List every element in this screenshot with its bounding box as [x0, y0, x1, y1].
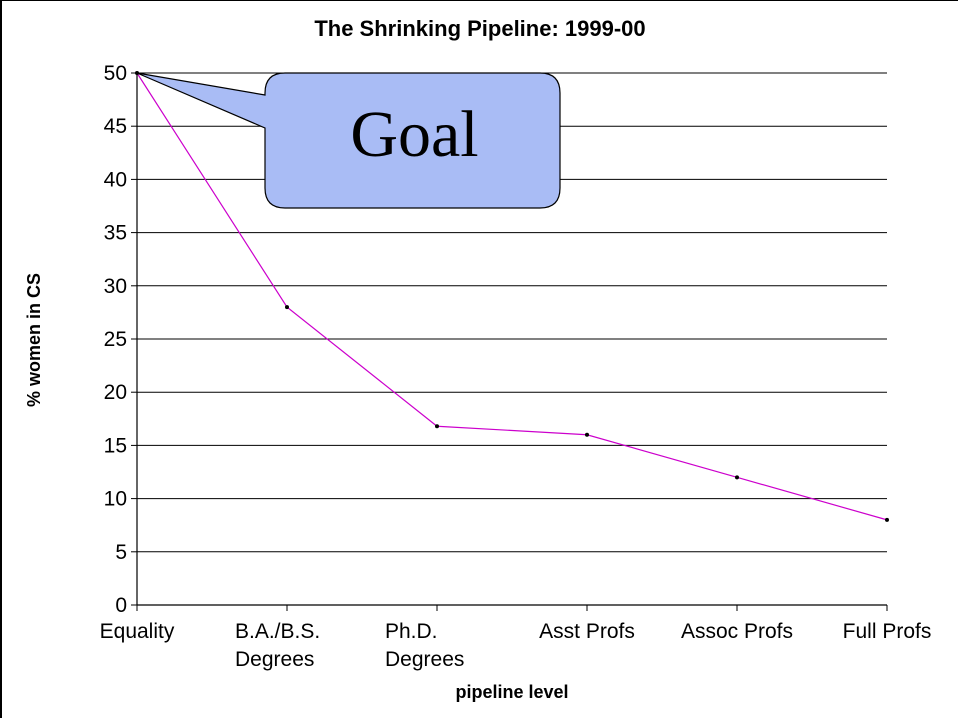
y-tick-labels: 0 5 10 15 20 25 30 35 40 45 50 [104, 62, 127, 617]
data-point [885, 517, 889, 522]
y-tick-label: 50 [104, 62, 127, 85]
data-point [285, 305, 289, 310]
callout-label: Goal [350, 98, 478, 171]
x-tick-labels: Equality B.A./B.S. Degrees Ph.D. Degrees Asst… [100, 605, 932, 671]
x-tick-label: B.A./B.S. Degrees [235, 620, 320, 671]
y-tick-label: 5 [115, 541, 127, 564]
data-point [735, 475, 739, 480]
y-tick-label: 0 [115, 594, 127, 617]
y-tick-label: 10 [104, 488, 127, 511]
x-tick-label: Equality [100, 620, 175, 643]
y-tick-label: 20 [104, 381, 127, 404]
x-tick-label: Ph.D. Degrees [385, 620, 464, 671]
y-tick-label: 45 [104, 115, 127, 138]
y-tick-label: 40 [104, 168, 127, 191]
series-line [136, 72, 888, 521]
y-tick-label: 25 [104, 328, 127, 351]
y-tick-label: 30 [104, 275, 127, 298]
data-point [585, 432, 589, 437]
x-tick-label: Full Profs [843, 620, 932, 643]
x-tick-label: Assoc Profs [681, 620, 793, 643]
series-group [135, 71, 889, 522]
callout-bubble [136, 72, 561, 209]
axes [136, 73, 887, 606]
y-tick-label: 15 [104, 434, 127, 457]
chart-title: The Shrinking Pipeline: 1999-00 [314, 16, 646, 41]
x-axis-title: pipeline level [455, 682, 568, 702]
goal-callout: Goal [136, 72, 561, 209]
data-point [435, 424, 439, 429]
x-tick-label: Asst Profs [539, 620, 635, 643]
y-axis-title: % women in CS [24, 273, 44, 407]
y-tick-label: 35 [104, 222, 127, 245]
